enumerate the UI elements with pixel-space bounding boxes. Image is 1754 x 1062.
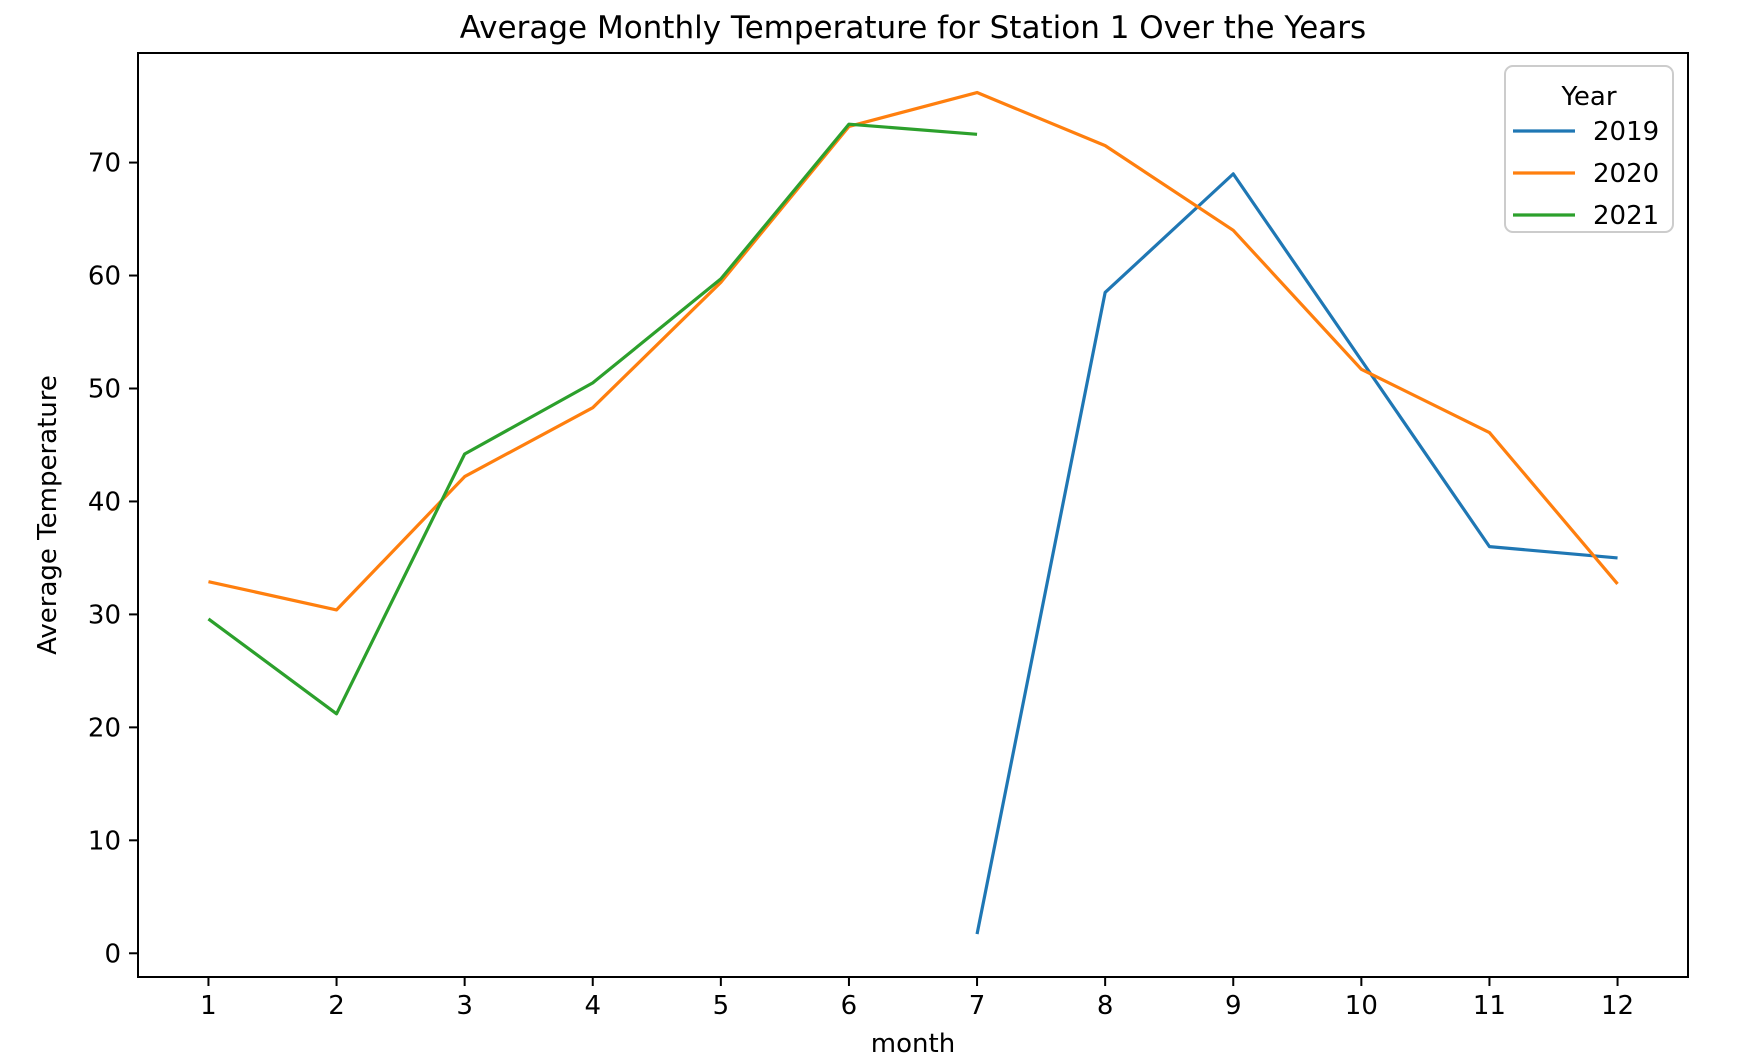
x-tick-label: 4 [584, 991, 601, 1021]
x-tick-label: 1 [200, 991, 217, 1021]
y-axis-label: Average Temperature [33, 375, 63, 655]
y-tick-label: 10 [88, 826, 121, 856]
x-axis-label: month [871, 1029, 955, 1059]
legend-label-2019: 2019 [1593, 117, 1659, 147]
x-tick-label: 9 [1225, 991, 1242, 1021]
legend-title: Year [1560, 82, 1616, 112]
plot-area [138, 53, 1688, 977]
y-tick-label: 70 [88, 149, 121, 179]
x-tick-label: 6 [841, 991, 858, 1021]
x-tick-label: 11 [1473, 991, 1506, 1021]
legend-label-2020: 2020 [1593, 159, 1659, 189]
y-tick-label: 50 [88, 374, 121, 404]
x-tick-label: 10 [1345, 991, 1378, 1021]
x-tick-label: 5 [713, 991, 730, 1021]
y-tick-label: 60 [88, 262, 121, 292]
x-tick-label: 8 [1097, 991, 1114, 1021]
x-tick-label: 12 [1601, 991, 1634, 1021]
x-tick-label: 7 [969, 991, 986, 1021]
legend-box [1504, 65, 1674, 233]
y-tick-label: 40 [88, 487, 121, 517]
y-tick-label: 30 [88, 600, 121, 630]
legend-label-2021: 2021 [1593, 201, 1659, 231]
chart-title: Average Monthly Temperature for Station … [460, 10, 1366, 46]
plot-border [137, 52, 1689, 978]
y-tick-label: 20 [88, 713, 121, 743]
series-line-2019 [975, 172, 1618, 935]
series-line-2021 [207, 122, 978, 716]
x-tick-label: 3 [456, 991, 473, 1021]
y-tick-label: 0 [104, 939, 121, 969]
x-tick-label: 2 [328, 991, 345, 1021]
